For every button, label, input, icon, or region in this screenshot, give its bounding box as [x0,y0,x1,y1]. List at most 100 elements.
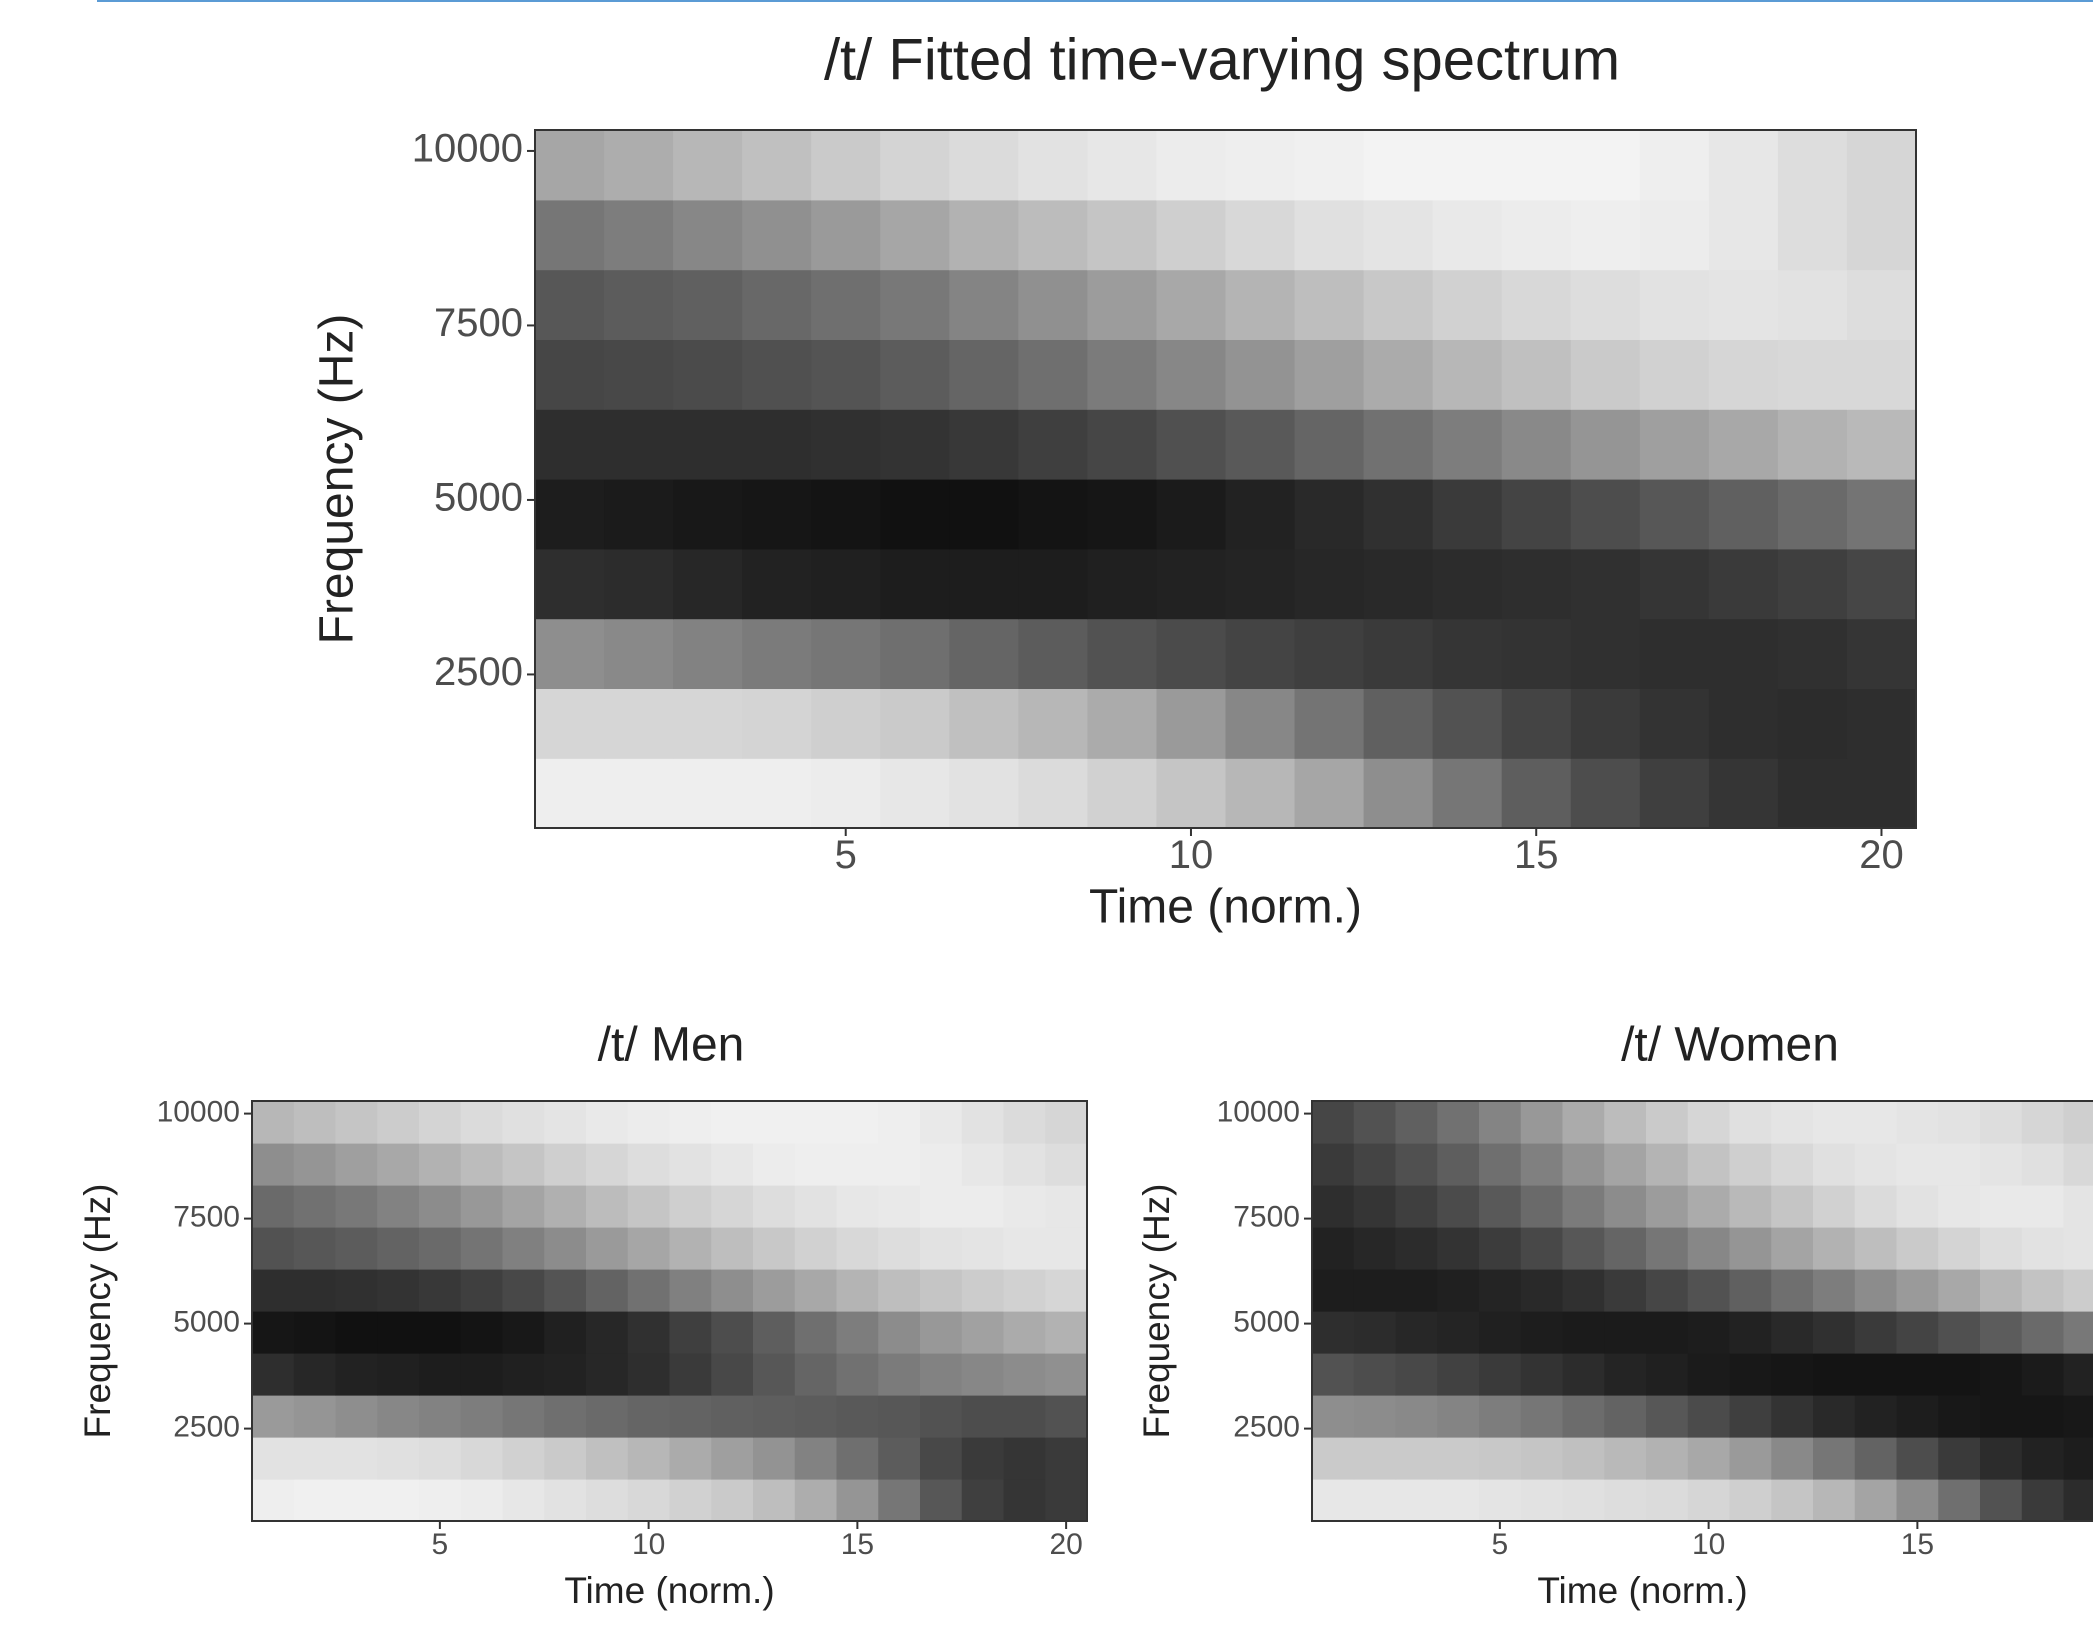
heatmap-cell [1813,1353,1856,1396]
heatmap-cell [1570,199,1641,271]
plot-frame [534,129,1917,829]
heatmap-cell [1570,339,1641,410]
heatmap-cell [1980,1479,2023,1522]
heatmap-cell [1432,758,1503,829]
heatmap-cell [1896,1185,1939,1228]
heatmap-cell [1639,479,1710,550]
heatmap-cell [1562,1227,1605,1270]
heatmap-cell [1156,758,1227,829]
heatmap-cell [1353,1311,1397,1354]
heatmap-cell [1087,548,1158,620]
heatmap-cell [419,1311,462,1354]
heatmap-cell [811,758,881,829]
heatmap-cell [1501,409,1572,480]
y-tick-label: 10000 [1217,1096,1300,1129]
heatmap-cell [1938,1101,1981,1144]
heatmap-cell [1479,1101,1522,1144]
heatmap-cell [1646,1479,1689,1522]
heatmap-cell [920,1143,963,1186]
heatmap-cell [1938,1269,1981,1312]
x-axis-label: Time (norm.) [564,1570,774,1611]
heatmap-cell [1087,758,1158,829]
heatmap-cell [880,618,950,689]
heatmap-cell [1353,1101,1397,1144]
heatmap-cell [1896,1101,1939,1144]
heatmap-cell [1646,1311,1689,1354]
heatmap-cell [1687,1395,1731,1438]
heatmap-cell [1087,199,1158,271]
heatmap-cell [1708,618,1779,689]
heatmap-cell [627,1479,671,1522]
heatmap-cell [1896,1353,1939,1396]
x-axis-label: Time (norm.) [1089,881,1362,934]
heatmap-cell [1225,130,1296,201]
heatmap-cell [1771,1353,1814,1396]
heatmap-cell [1777,339,1848,410]
heatmap-cell [794,1395,838,1438]
heatmap-cell [627,1311,671,1354]
heatmap-cell [535,339,605,410]
heatmap-cell [1312,1437,1355,1480]
heatmap-cell [1501,199,1572,271]
heatmap-cell [1395,1143,1438,1186]
heatmap-cell [419,1269,462,1312]
heatmap-cell [293,1479,337,1522]
heatmap-cell [293,1437,337,1480]
heatmap-cell [1353,1227,1397,1270]
heatmap-cell [949,339,1019,410]
heatmap-cell [335,1437,378,1480]
heatmap-cell [502,1311,545,1354]
heatmap-cell [1639,758,1710,829]
heatmap-cell [742,548,812,620]
heatmap-cell [1395,1101,1438,1144]
heatmap-cell [252,1311,295,1354]
heatmap-cell [1087,479,1158,550]
heatmap-cell [1854,1143,1898,1186]
heatmap-cell [1771,1269,1814,1312]
heatmap-cell [1570,548,1641,620]
heatmap-cell [961,1227,1005,1270]
heatmap-cell [1395,1227,1438,1270]
heatmap-cell [880,548,950,620]
y-tick-label: 10000 [157,1096,240,1129]
heatmap-cell [1312,1185,1355,1228]
heatmap-cell [627,1353,671,1396]
heatmap-cell [1363,758,1434,829]
heatmap-cell [878,1311,921,1354]
heatmap-cell [2021,1227,2065,1270]
heatmap-cell [1045,1437,1088,1480]
heatmap-cell [2021,1353,2065,1396]
x-tick-label: 10 [632,1528,665,1561]
heatmap-cell [961,1437,1005,1480]
heatmap-cell [1087,618,1158,689]
heatmap-cell [880,339,950,410]
heatmap-cell [1687,1143,1731,1186]
heatmap-cell [753,1479,796,1522]
heatmap-cell [535,479,605,550]
heatmap-cell [502,1185,545,1228]
heatmap-cell [1045,1227,1088,1270]
heatmap-cell [1813,1143,1856,1186]
heatmap-cell [535,618,605,689]
heatmap-cell [377,1227,420,1270]
heatmap-cell [878,1353,921,1396]
heatmap-cell [1562,1479,1605,1522]
heatmap-cell [753,1101,796,1144]
heatmap-cell [1520,1143,1564,1186]
heatmap-cell [1294,758,1365,829]
heatmap-cell [2063,1101,2093,1144]
heatmap-cell [711,1437,754,1480]
heatmap-cells [1312,1101,2093,1522]
heatmap-cell [1729,1269,1772,1312]
heatmap-cell [1938,1395,1981,1438]
heatmap-cell [1363,130,1434,201]
heatmap-cell [1395,1395,1438,1438]
heatmap-cell [1854,1269,1898,1312]
heatmap-cell [604,758,674,829]
heatmap-cell [1003,1227,1046,1270]
heatmap-cell [1562,1311,1605,1354]
heatmap-cell [604,199,674,271]
heatmap-cell [377,1437,420,1480]
heatmap-cell [1156,130,1227,201]
heatmap-cell [502,1143,545,1186]
